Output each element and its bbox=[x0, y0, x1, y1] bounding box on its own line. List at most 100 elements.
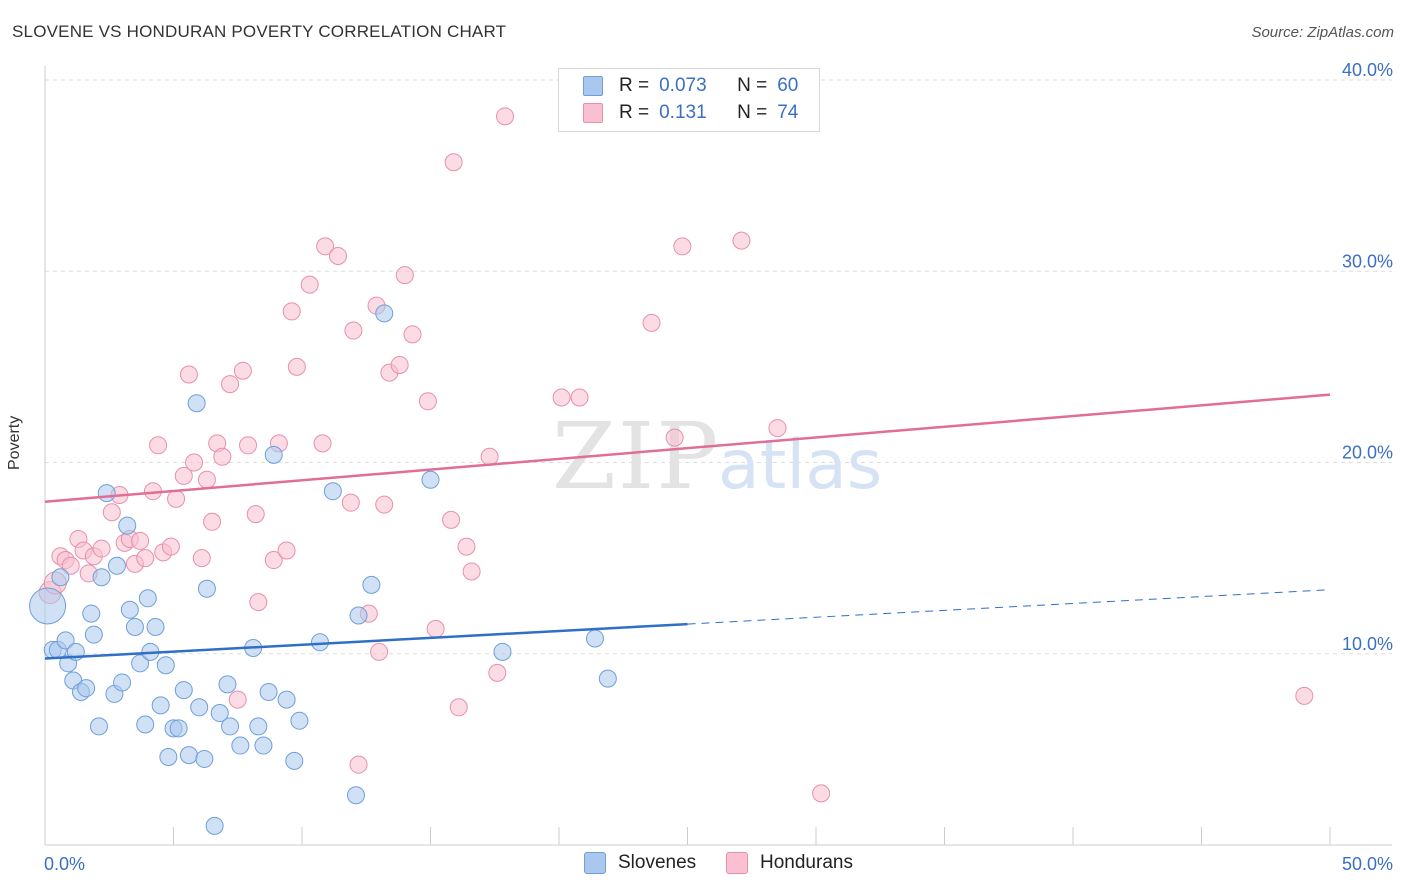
slovene-point bbox=[131, 654, 150, 673]
honduran-point bbox=[370, 642, 389, 661]
honduran-point bbox=[344, 321, 363, 340]
slovene-point bbox=[493, 642, 512, 661]
honduran-point bbox=[203, 512, 222, 531]
honduran-point bbox=[228, 690, 247, 709]
series-label-slovenes: Slovenes bbox=[618, 852, 697, 873]
honduran-point bbox=[213, 447, 232, 466]
legend-n-value: 74 bbox=[777, 102, 799, 123]
slovene-point bbox=[231, 736, 250, 755]
slovene-point bbox=[221, 717, 240, 736]
slovene-point bbox=[156, 656, 175, 675]
slovene-point bbox=[195, 749, 214, 768]
legend-row-slovenes: R = 0.073 N = 60 bbox=[583, 74, 798, 98]
slovene-point bbox=[362, 575, 381, 594]
y-tick-label: 20.0% bbox=[1342, 443, 1393, 463]
slovene-point bbox=[77, 679, 96, 698]
chart-title: SLOVENE VS HONDURAN POVERTY CORRELATION … bbox=[12, 22, 507, 41]
slovenes-trend-extension bbox=[687, 589, 1331, 625]
honduran-point bbox=[444, 153, 463, 172]
slovene-point bbox=[151, 696, 170, 715]
x-tick-label: 0.0% bbox=[44, 854, 85, 874]
slovenes-trend-line bbox=[44, 622, 688, 660]
honduran-point bbox=[313, 434, 332, 453]
slovene-point bbox=[249, 717, 268, 736]
honduran-point bbox=[185, 453, 204, 472]
series-legend-hondurans: Hondurans bbox=[726, 852, 853, 874]
honduran-point bbox=[570, 388, 589, 407]
honduran-point bbox=[418, 392, 437, 411]
legend-n-label: N = bbox=[737, 75, 768, 96]
slovene-point bbox=[197, 579, 216, 598]
slovene-point bbox=[136, 715, 155, 734]
honduran-point bbox=[449, 698, 468, 717]
slovene-point bbox=[349, 606, 368, 625]
hondurans-points bbox=[38, 107, 1314, 803]
y-tick-label: 30.0% bbox=[1342, 251, 1393, 271]
slovene-point bbox=[97, 484, 116, 503]
honduran-point bbox=[673, 237, 692, 256]
series-legend: Slovenes Hondurans bbox=[0, 852, 1406, 878]
honduran-point bbox=[341, 493, 360, 512]
slovene-point bbox=[92, 568, 111, 587]
slovene-point bbox=[56, 631, 75, 650]
honduran-point bbox=[239, 436, 258, 455]
slovene-point bbox=[346, 786, 365, 805]
honduran-point bbox=[179, 365, 198, 384]
legend-r-value: 0.131 bbox=[659, 102, 707, 123]
slovene-point bbox=[218, 675, 237, 694]
honduran-point bbox=[395, 266, 414, 285]
slovene-point bbox=[179, 746, 198, 765]
legend-swatch-pink bbox=[583, 103, 603, 123]
slovene-point bbox=[118, 516, 137, 535]
slovene-point bbox=[205, 816, 224, 835]
honduran-point bbox=[61, 556, 80, 575]
honduran-point bbox=[221, 375, 240, 394]
legend-r-label: R = bbox=[619, 102, 650, 123]
series-swatch-pink bbox=[726, 852, 748, 874]
y-tick-label: 10.0% bbox=[1342, 634, 1393, 654]
slovene-point bbox=[120, 600, 139, 619]
honduran-point bbox=[174, 466, 193, 485]
slovene-point bbox=[113, 673, 132, 692]
slovene-point bbox=[375, 304, 394, 323]
slovene-point bbox=[146, 617, 165, 636]
honduran-point bbox=[426, 619, 445, 638]
honduran-point bbox=[349, 755, 368, 774]
slovene-point bbox=[421, 470, 440, 489]
series-swatch-blue bbox=[584, 852, 606, 874]
honduran-point bbox=[496, 107, 515, 126]
honduran-point bbox=[149, 436, 168, 455]
honduran-point bbox=[768, 419, 787, 438]
honduran-point bbox=[403, 325, 422, 344]
slovene-point bbox=[89, 717, 108, 736]
legend-r-value: 0.073 bbox=[659, 75, 707, 96]
honduran-point bbox=[287, 357, 306, 376]
honduran-point bbox=[282, 302, 301, 321]
honduran-point bbox=[442, 510, 461, 529]
honduran-point bbox=[249, 593, 268, 612]
honduran-point bbox=[102, 503, 121, 522]
series-legend-slovenes: Slovenes bbox=[584, 852, 696, 874]
slovene-point bbox=[585, 629, 604, 648]
honduran-point bbox=[161, 537, 180, 556]
correlation-legend: R = 0.073 N = 60 R = 0.131 N = 74 bbox=[558, 68, 820, 132]
honduran-point bbox=[192, 549, 211, 568]
honduran-point bbox=[328, 246, 347, 265]
y-tick-label: 40.0% bbox=[1342, 60, 1393, 80]
honduran-point bbox=[480, 447, 499, 466]
slovene-point bbox=[29, 587, 67, 625]
honduran-point bbox=[300, 275, 319, 294]
legend-row-hondurans: R = 0.131 N = 74 bbox=[583, 101, 799, 125]
tick-labels: 10.0% 20.0% 30.0% 40.0% 0.0% 50.0% bbox=[44, 60, 1393, 874]
honduran-point bbox=[812, 784, 831, 803]
honduran-point bbox=[131, 531, 150, 550]
honduran-point bbox=[390, 355, 409, 374]
legend-n-label: N = bbox=[737, 102, 768, 123]
slovenes-points bbox=[29, 304, 617, 835]
honduran-point bbox=[197, 470, 216, 489]
hondurans-trend-line bbox=[44, 393, 1331, 503]
x-tick-label: 50.0% bbox=[1342, 854, 1393, 874]
honduran-point bbox=[642, 313, 661, 332]
honduran-point bbox=[233, 361, 252, 380]
